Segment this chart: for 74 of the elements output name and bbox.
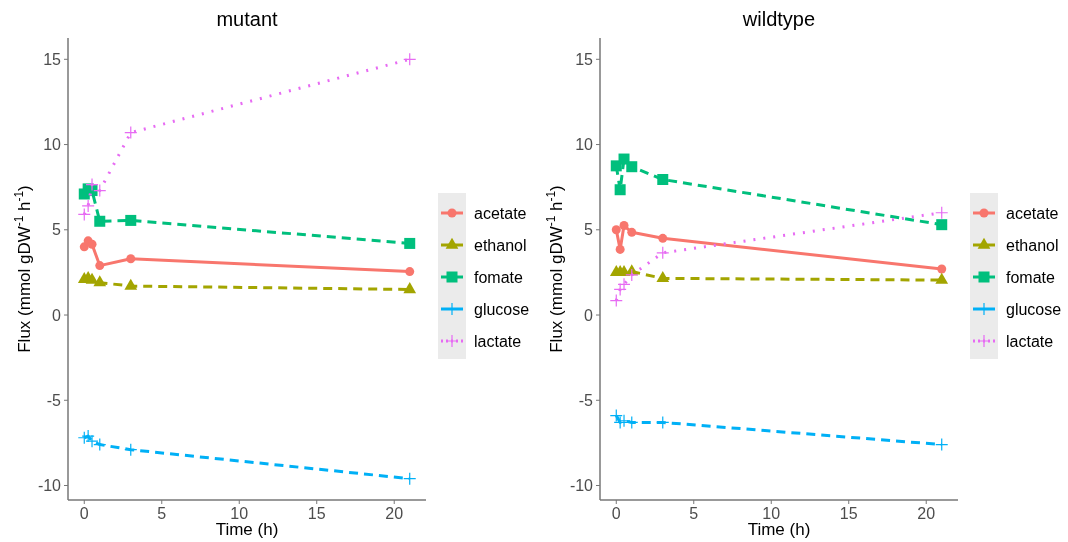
y-tick-label: -10 bbox=[37, 477, 62, 495]
y-tick-label: -10 bbox=[569, 477, 594, 495]
point bbox=[656, 271, 670, 283]
point bbox=[125, 214, 137, 226]
legend-label: acetate bbox=[1006, 204, 1059, 222]
point bbox=[626, 161, 638, 173]
point bbox=[611, 225, 621, 235]
point bbox=[403, 282, 417, 294]
legend-label: glucose bbox=[474, 300, 530, 318]
point bbox=[404, 237, 416, 249]
x-tick-label: 20 bbox=[917, 505, 936, 522]
point bbox=[95, 261, 105, 271]
y-tick-label: 0 bbox=[584, 306, 594, 324]
point bbox=[93, 275, 107, 287]
x-axis-title: Time (h) bbox=[747, 520, 811, 539]
point bbox=[937, 264, 947, 274]
point bbox=[656, 415, 670, 430]
legend-label: acetate bbox=[474, 204, 527, 222]
point bbox=[124, 126, 138, 140]
point bbox=[625, 268, 639, 282]
y-tick-label: 5 bbox=[584, 221, 594, 239]
point bbox=[935, 206, 949, 220]
legend-label: lactate bbox=[474, 332, 522, 350]
point bbox=[77, 207, 91, 222]
y-tick-label: 10 bbox=[43, 136, 62, 154]
legend-label: fomate bbox=[474, 268, 524, 286]
point bbox=[87, 239, 97, 249]
x-tick-label: 10 bbox=[230, 505, 249, 522]
point bbox=[126, 254, 136, 264]
point bbox=[627, 227, 637, 237]
point bbox=[94, 215, 106, 227]
x-tick-label: 15 bbox=[839, 505, 858, 522]
x-axis-title: Time (h) bbox=[215, 520, 279, 539]
point bbox=[617, 277, 631, 291]
x-tick-label: 0 bbox=[79, 505, 89, 522]
point bbox=[935, 437, 949, 452]
y-tick-label: 10 bbox=[575, 136, 594, 154]
x-tick-label: 5 bbox=[157, 505, 167, 522]
y-tick-label: 0 bbox=[52, 306, 62, 324]
y-tick-label: 5 bbox=[52, 221, 62, 239]
point bbox=[615, 244, 625, 254]
point bbox=[658, 233, 668, 243]
y-tick-label: 15 bbox=[575, 50, 594, 68]
point bbox=[625, 415, 639, 430]
chart-title: wildtype bbox=[741, 8, 816, 30]
point bbox=[85, 272, 99, 284]
x-tick-label: 0 bbox=[611, 505, 621, 522]
legend-label: lactate bbox=[1006, 332, 1054, 350]
y-tick-label: -5 bbox=[578, 391, 594, 409]
point bbox=[656, 246, 670, 260]
point bbox=[403, 472, 417, 486]
y-tick-label: -5 bbox=[46, 391, 62, 409]
point bbox=[403, 52, 417, 66]
point bbox=[124, 443, 138, 457]
legend-label: ethanol bbox=[474, 236, 527, 254]
x-tick-label: 15 bbox=[307, 505, 326, 522]
y-tick-label: 15 bbox=[43, 50, 62, 68]
point bbox=[613, 282, 627, 297]
point bbox=[81, 199, 95, 213]
point bbox=[609, 293, 623, 308]
legend-label: ethanol bbox=[1006, 236, 1059, 254]
point bbox=[619, 221, 629, 231]
chart-title: mutant bbox=[216, 8, 279, 30]
point bbox=[405, 267, 415, 277]
x-tick-label: 5 bbox=[689, 505, 699, 522]
point bbox=[124, 278, 138, 290]
x-tick-label: 10 bbox=[762, 505, 781, 522]
x-tick-label: 20 bbox=[385, 505, 404, 522]
point bbox=[657, 174, 669, 185]
point bbox=[936, 219, 948, 231]
legend-label: glucose bbox=[1006, 300, 1062, 318]
legend-label: fomate bbox=[1006, 268, 1056, 286]
point bbox=[614, 184, 626, 196]
point bbox=[935, 272, 949, 284]
